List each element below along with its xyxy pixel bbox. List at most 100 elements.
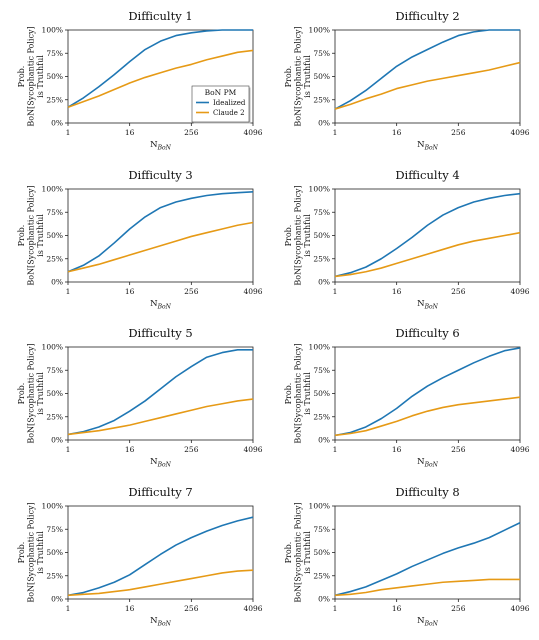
x-tick-label: 1 (333, 445, 338, 454)
x-tick-label: 4096 (510, 445, 529, 454)
x-tick-label: 16 (125, 604, 135, 613)
chart-panel-3: Difficulty 3 0% 25% 50% 75% 100% 1 16 256 4096 NBo… (17, 168, 263, 311)
series-line-claude2 (334, 231, 521, 278)
y-tick-label: 100% (309, 185, 330, 194)
y-tick-label: 0% (318, 278, 330, 287)
series-line-claude2 (334, 61, 521, 110)
x-tick-label: 256 (184, 128, 199, 137)
x-tick-label: 1 (333, 128, 338, 137)
y-tick-label: 100% (42, 502, 63, 511)
x-tick-label: 4096 (510, 604, 529, 613)
plot-frame (334, 346, 521, 441)
plot-frame (67, 505, 254, 600)
y-tick-label: 75% (46, 208, 63, 217)
y-axis-label: Prob.BoN[Sycophantic Policy]is Truthful (17, 502, 45, 602)
x-tick-label: 1 (333, 287, 338, 296)
chart-panel-4: Difficulty 4 0% 25% 50% 75% 100% 1 16 256 4096 NBo… (284, 168, 530, 311)
y-tick-label: 75% (313, 366, 330, 375)
plot-frame (334, 29, 521, 124)
chart-title: Difficulty 7 (128, 485, 192, 499)
y-axis-label: Prob.BoN[Sycophantic Policy]is Truthful (284, 26, 312, 126)
y-tick-label: 50% (313, 231, 330, 240)
y-tick-label: 100% (42, 185, 63, 194)
y-tick-label: 25% (313, 412, 330, 421)
chart-panel-6: Difficulty 6 0% 25% 50% 75% 100% 1 16 256 4096 NBo… (284, 326, 530, 469)
x-tick-label: 1 (66, 128, 71, 137)
y-tick-label: 75% (313, 525, 330, 534)
legend-box (191, 85, 250, 123)
y-tick-label: 100% (309, 26, 330, 35)
x-axis-label: NBoN (150, 299, 171, 311)
chart-title: Difficulty 5 (128, 326, 192, 340)
x-tick-label: 4096 (243, 445, 262, 454)
series-line-idealized (334, 192, 521, 278)
x-axis-label: NBoN (417, 616, 438, 628)
y-axis-label: Prob.BoN[Sycophantic Policy]is Truthful (17, 343, 45, 443)
x-tick-label: 4096 (510, 128, 529, 137)
y-tick-label: 100% (309, 502, 330, 511)
x-tick-label: 4096 (243, 287, 262, 296)
legend-entry-idealized: Idealized (213, 99, 246, 107)
x-tick-label: 256 (451, 604, 466, 613)
y-axis-label: Prob.BoN[Sycophantic Policy]is Truthful (17, 26, 45, 126)
x-tick-label: 16 (392, 287, 402, 296)
x-axis-label: NBoN (150, 140, 171, 152)
y-tick-label: 50% (313, 72, 330, 81)
x-tick-label: 4096 (243, 128, 262, 137)
y-tick-label: 100% (309, 343, 330, 352)
y-tick-label: 50% (46, 72, 63, 81)
y-tick-label: 50% (313, 548, 330, 557)
x-tick-label: 256 (184, 604, 199, 613)
plot-frame (67, 346, 254, 441)
y-tick-label: 25% (46, 412, 63, 421)
y-tick-label: 0% (318, 119, 330, 128)
chart-title: Difficulty 1 (128, 9, 192, 23)
chart-title: Difficulty 4 (395, 168, 459, 182)
x-axis-label: NBoN (150, 457, 171, 469)
x-axis-label: NBoN (417, 299, 438, 311)
chart-title: Difficulty 2 (395, 9, 459, 23)
chart-panel-7: Difficulty 7 0% 25% 50% 75% 100% 1 16 256 4096 NBo… (17, 485, 263, 628)
y-axis-label: Prob.BoN[Sycophantic Policy]is Truthful (284, 185, 312, 285)
y-axis-label: Prob.BoN[Sycophantic Policy]is Truthful (284, 343, 312, 443)
chart-title: Difficulty 3 (128, 168, 192, 182)
x-tick-label: 1 (333, 604, 338, 613)
series-line-idealized (67, 29, 253, 108)
x-tick-label: 256 (451, 287, 466, 296)
plot-frame (67, 188, 254, 283)
y-tick-label: 100% (42, 343, 63, 352)
series-line-idealized (67, 348, 253, 436)
y-tick-label: 0% (51, 278, 63, 287)
y-tick-label: 50% (46, 231, 63, 240)
chart-panel-1: Difficulty 1 0% 25% 50% 75% 100% 1 16 256 4096 NBo… (17, 9, 263, 152)
x-tick-label: 16 (392, 445, 402, 454)
y-tick-label: 100% (42, 26, 63, 35)
x-tick-label: 16 (125, 128, 135, 137)
y-tick-label: 0% (318, 595, 330, 604)
y-tick-label: 25% (46, 95, 63, 104)
y-tick-label: 25% (313, 571, 330, 580)
y-tick-label: 50% (46, 548, 63, 557)
y-tick-label: 0% (51, 595, 63, 604)
series-line-claude2 (334, 578, 520, 597)
chart-panel-8: Difficulty 8 0% 25% 50% 75% 100% 1 16 256 4096 NBo… (284, 485, 530, 628)
y-tick-label: 75% (46, 525, 63, 534)
y-tick-label: 75% (313, 208, 330, 217)
x-tick-label: 1 (66, 287, 71, 296)
x-tick-label: 16 (392, 604, 402, 613)
x-tick-label: 16 (392, 128, 402, 137)
legend-title: BoN PM (205, 88, 237, 97)
y-tick-label: 50% (46, 389, 63, 398)
series-line-idealized (334, 29, 520, 110)
x-tick-label: 16 (125, 287, 135, 296)
y-tick-label: 25% (313, 254, 330, 263)
plot-frame (334, 505, 521, 600)
y-tick-label: 0% (51, 119, 63, 128)
y-tick-label: 25% (46, 571, 63, 580)
chart-panel-2: Difficulty 2 0% 25% 50% 75% 100% 1 16 256 4096 NBo… (284, 9, 530, 152)
x-tick-label: 256 (184, 287, 199, 296)
y-tick-label: 0% (51, 436, 63, 445)
y-tick-label: 25% (46, 254, 63, 263)
y-tick-label: 50% (313, 389, 330, 398)
